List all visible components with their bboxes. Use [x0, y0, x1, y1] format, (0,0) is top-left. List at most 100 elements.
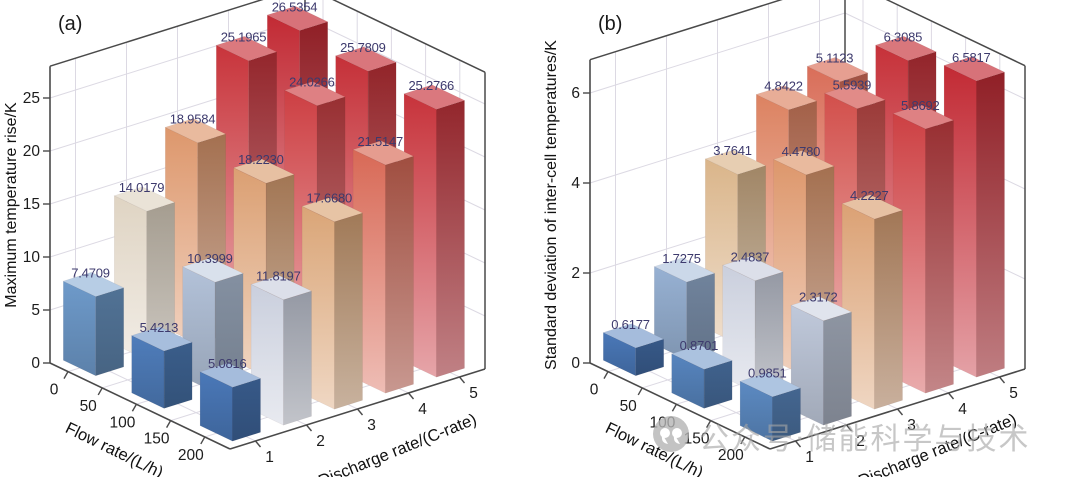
- bar: [283, 81, 346, 107]
- value-label: 2.3172: [799, 290, 838, 305]
- y-tick-label: 200: [178, 447, 204, 464]
- value-label: 3.7641: [713, 143, 752, 158]
- y-tick-label: 150: [684, 431, 710, 448]
- bar: [704, 149, 767, 175]
- bar: [943, 56, 1006, 82]
- z-axis-title: Maximum temperature rise/K: [3, 102, 20, 308]
- value-label: 25.7809: [340, 40, 386, 55]
- value-label: 5.5939: [833, 78, 872, 93]
- bar3d-chart-b: 5.1123 6.3085 6.5817 4.8422 5.5939 5.8692 3.76…: [543, 0, 1026, 477]
- x-axis-title: Discharge rate/(C-rate): [316, 410, 479, 477]
- x-tick-label: 2: [856, 433, 865, 450]
- value-label: 7.4709: [71, 265, 110, 280]
- value-label: 25.2766: [409, 78, 455, 93]
- bar: [874, 35, 937, 61]
- value-label: 18.9584: [170, 112, 216, 127]
- value-label: 6.5817: [952, 50, 991, 65]
- value-label: 5.1123: [816, 51, 854, 66]
- bar: [403, 84, 466, 110]
- x-axis-title: Discharge rate/(C-rate): [856, 410, 1019, 477]
- bar: [823, 311, 852, 426]
- y-tick-label: 150: [144, 431, 170, 448]
- value-label: 0.8701: [680, 338, 719, 353]
- value-label: 5.0816: [208, 356, 247, 371]
- bar: [823, 84, 886, 110]
- value-label: 5.8692: [901, 98, 940, 113]
- bar: [164, 118, 227, 144]
- bar: [130, 326, 193, 352]
- bar: [301, 197, 364, 223]
- y-tick-label: 0: [590, 382, 599, 399]
- panel-label: (a): [58, 13, 82, 35]
- bar: [772, 387, 801, 442]
- bar: [436, 99, 465, 378]
- bar: [755, 85, 818, 111]
- z-tick-label: 6: [571, 85, 580, 102]
- z-tick-label: 25: [23, 90, 40, 107]
- y-tick-label: 0: [50, 382, 59, 399]
- bar: [215, 36, 278, 62]
- x-tick-label: 3: [907, 417, 916, 434]
- value-label: 11.8197: [256, 269, 301, 284]
- value-label: 18.2230: [238, 152, 284, 167]
- bar: [232, 158, 295, 184]
- z-tick-label: 0: [571, 355, 580, 372]
- x-tick-label: 2: [316, 433, 325, 450]
- bar: [334, 46, 397, 72]
- bar: [976, 71, 1005, 378]
- bar: [790, 296, 853, 322]
- x-tick-label: 4: [958, 401, 967, 418]
- chart-panel-b: 5.1123 6.3085 6.5817 4.8422 5.5939 5.8692 3.76…: [540, 0, 1080, 477]
- value-label: 14.0179: [119, 180, 165, 195]
- z-axis-title: Standard deviation of inter-cell tempera…: [543, 40, 560, 370]
- y-tick-label: 50: [620, 398, 638, 415]
- value-label: 26.5354: [272, 0, 318, 14]
- y-tick-label: 100: [109, 414, 135, 431]
- y-tick-label: 100: [649, 414, 675, 431]
- z-tick-label: 2: [571, 265, 580, 282]
- x-tick-label: 3: [367, 417, 376, 434]
- bar: [806, 57, 869, 83]
- value-label: 25.1965: [221, 30, 267, 45]
- bar: [385, 155, 414, 394]
- value-label: 6.3085: [884, 29, 923, 44]
- z-tick-label: 10: [23, 249, 41, 266]
- z-tick-label: 15: [23, 196, 40, 213]
- bar: [181, 257, 244, 283]
- bar: [352, 140, 415, 166]
- z-tick-label: 20: [23, 143, 41, 160]
- z-tick-label: 4: [571, 175, 580, 192]
- bar: [62, 271, 125, 297]
- y-tick-label: 50: [80, 398, 98, 415]
- bar: [95, 287, 124, 377]
- value-label: 4.2227: [850, 188, 889, 203]
- bar: [62, 280, 96, 377]
- bar: [670, 344, 733, 370]
- x-tick-label: 5: [469, 385, 478, 402]
- value-label: 10.3999: [187, 251, 233, 266]
- bar: [841, 194, 904, 220]
- value-label: 0.9851: [748, 366, 787, 381]
- z-tick-label: 5: [31, 302, 40, 319]
- bar3d-chart-a: 26.5354 25.7809 25.2766 25.1965 24.0266 21.51…: [3, 0, 486, 477]
- bar: [283, 290, 312, 426]
- value-label: 21.5147: [358, 134, 404, 149]
- panel-label: (b): [598, 13, 622, 35]
- value-label: 2.4837: [731, 250, 770, 265]
- bar: [721, 256, 784, 282]
- bar: [874, 209, 903, 410]
- bar: [602, 323, 665, 349]
- bar: [892, 104, 955, 130]
- bar: [772, 150, 835, 176]
- x-tick-label: 5: [1009, 385, 1018, 402]
- bar: [113, 186, 176, 212]
- bar: [653, 257, 716, 283]
- bar: [925, 119, 954, 394]
- bar: [266, 5, 329, 31]
- value-label: 0.6177: [611, 317, 650, 332]
- x-tick-label: 1: [805, 449, 814, 466]
- z-tick-label: 0: [31, 355, 40, 372]
- x-tick-label: 1: [265, 449, 274, 466]
- value-label: 24.0266: [289, 75, 335, 90]
